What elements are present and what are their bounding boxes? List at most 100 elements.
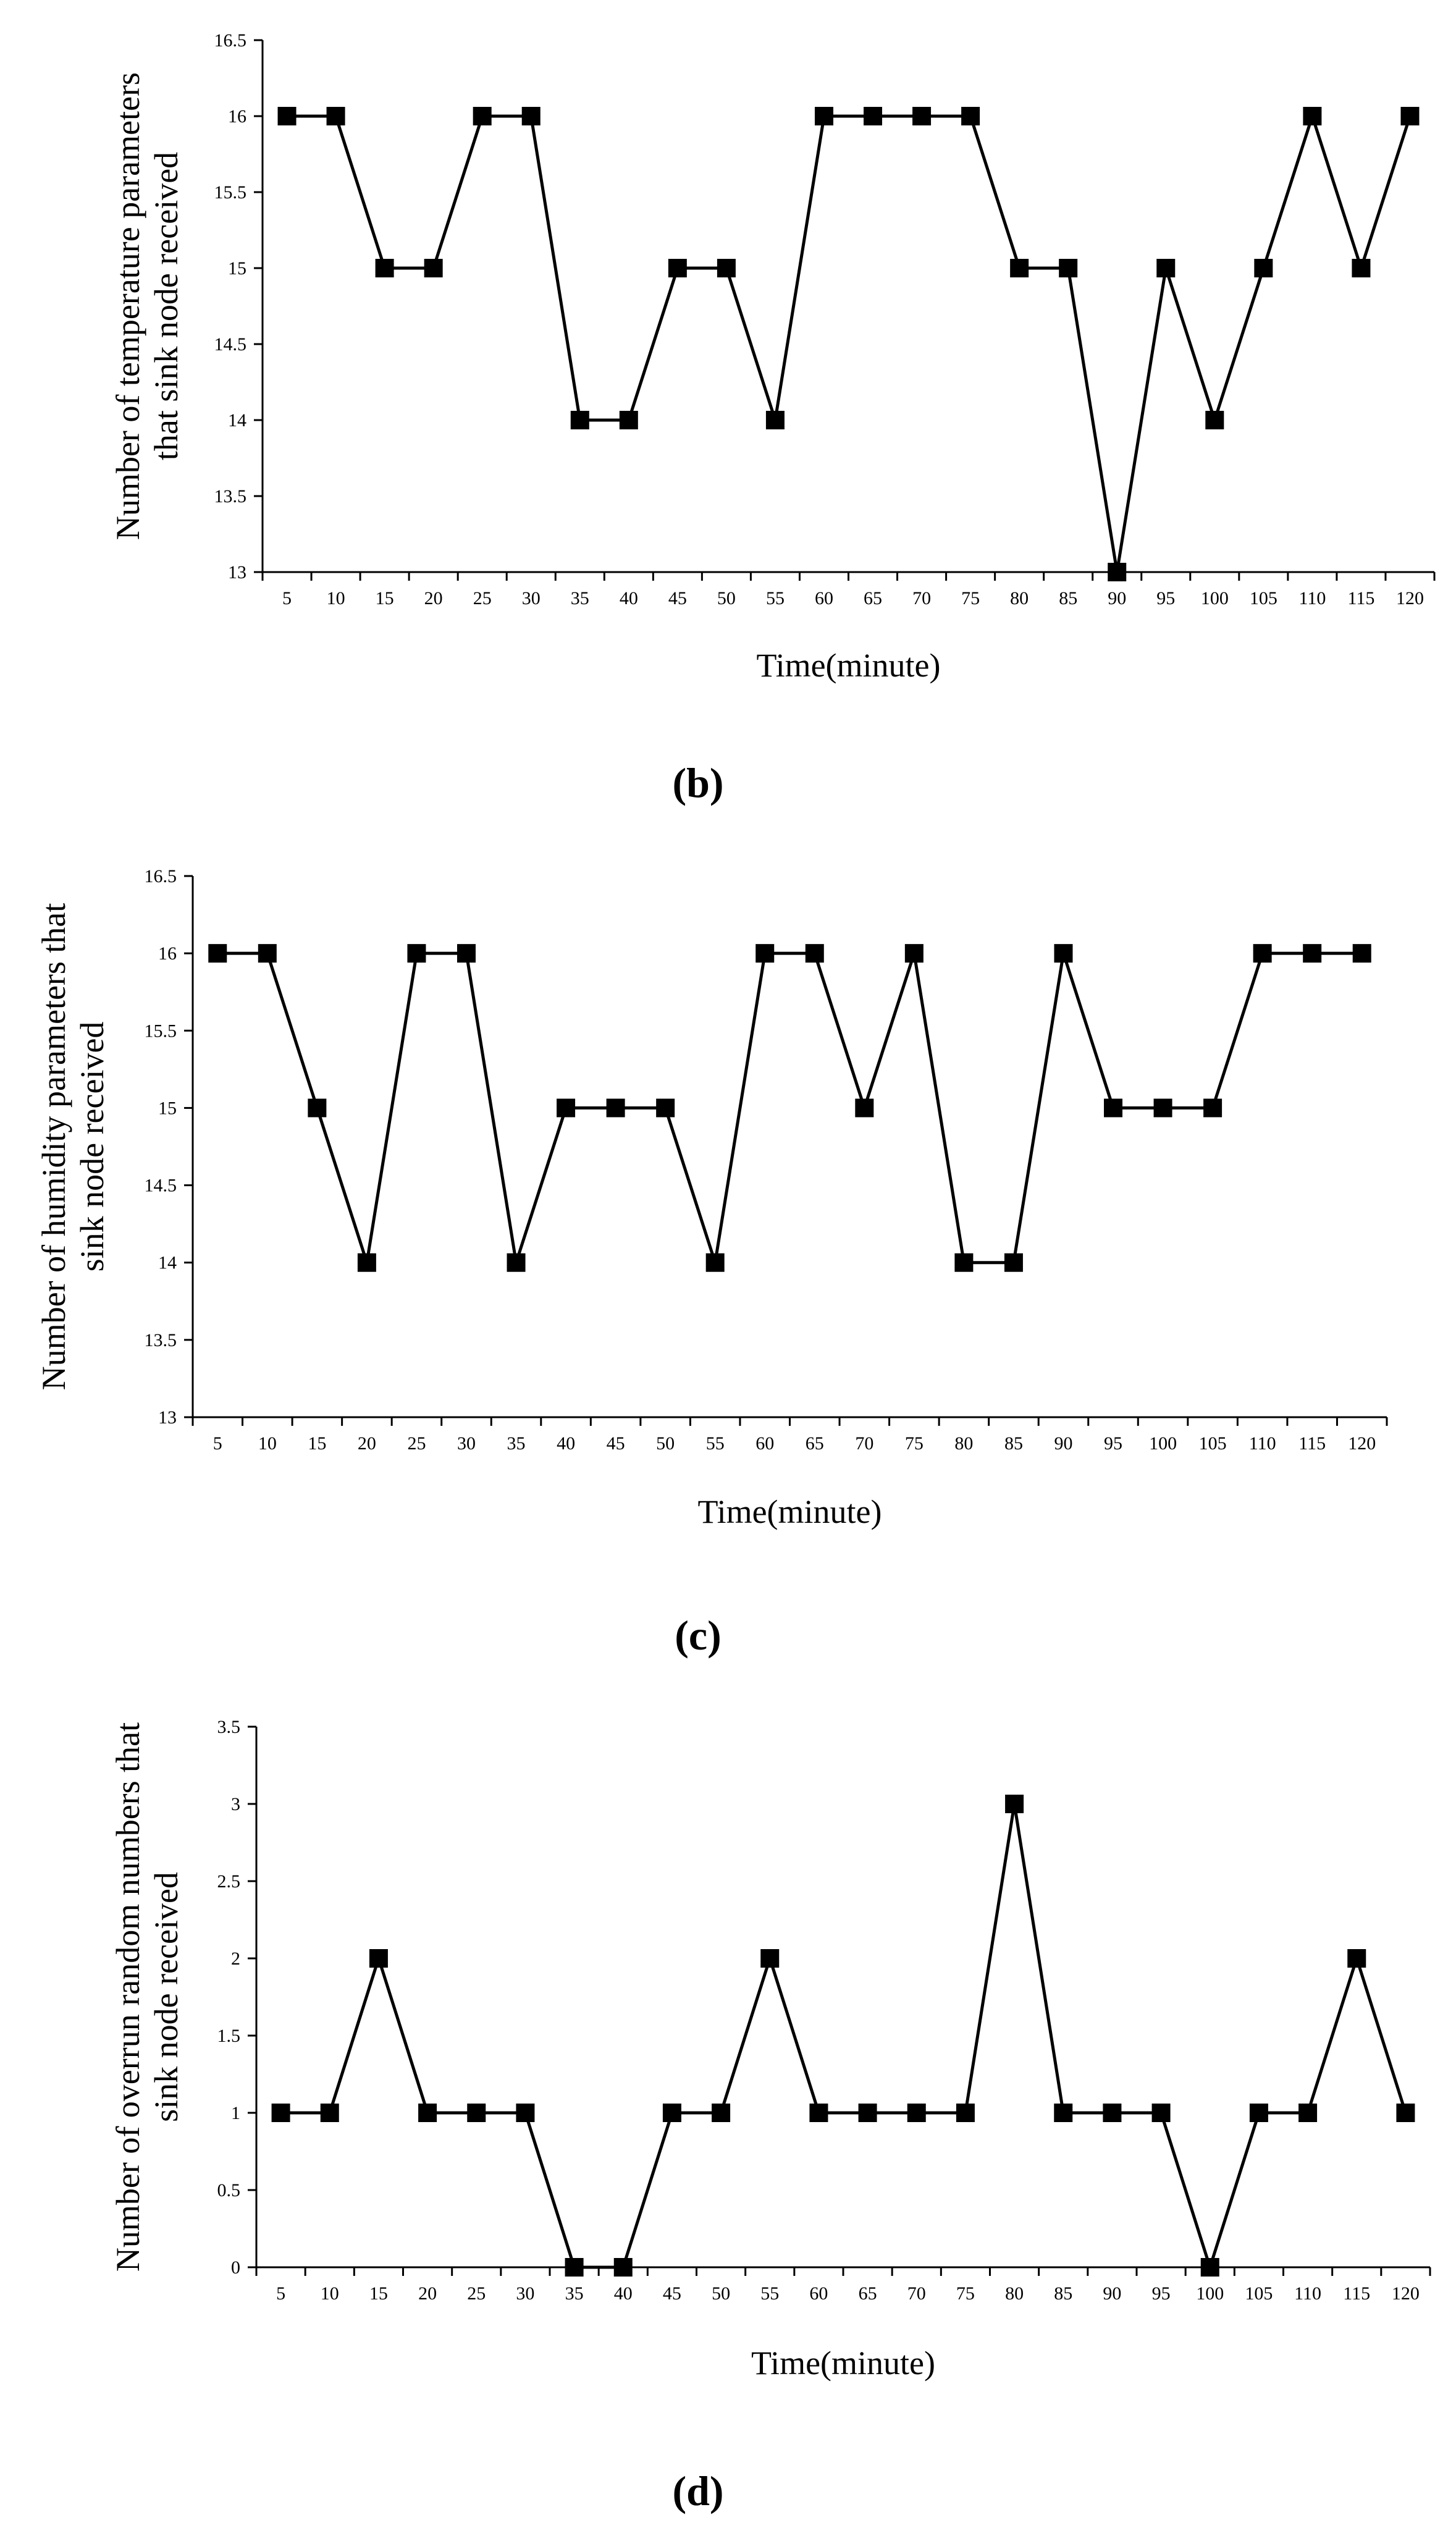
data-point [1396,2104,1415,2122]
x-tick-label: 40 [557,1433,575,1454]
x-tick-label: 90 [1108,588,1126,609]
x-tick-label: 10 [321,2283,339,2304]
x-tick-label: 10 [327,588,345,609]
y-tick-label: 2 [231,1948,240,1969]
data-point [956,2104,975,2122]
data-point [326,107,345,125]
data-point [1153,1098,1172,1118]
y-tick-label: 13.5 [145,1330,177,1350]
data-point [565,2258,584,2277]
data-point [606,1098,625,1118]
x-tick-label: 115 [1347,588,1374,609]
series-line [217,951,1362,1265]
data-point [1249,2104,1268,2122]
y-axis-title-line: sink node received [148,1872,185,2122]
x-tick-label: 90 [1054,1433,1072,1454]
data-point [1203,1098,1222,1118]
data-point [357,1253,376,1272]
data-point [418,2104,437,2122]
data-point [705,1253,725,1272]
x-tick-label: 65 [864,588,882,609]
x-tick-label: 45 [663,2283,681,2304]
x-tick-label: 25 [467,2283,486,2304]
data-point [1103,2104,1122,2122]
data-point [656,1098,675,1118]
x-tick-label: 40 [614,2283,633,2304]
data-point [1347,1949,1366,1968]
data-point [1108,563,1127,581]
data-point [912,107,932,125]
data-point [271,2104,290,2122]
data-point [1303,944,1322,963]
y-tick-label: 1 [231,2103,240,2123]
y-tick-label: 16.5 [145,866,177,887]
x-tick-label: 35 [565,2283,584,2304]
x-tick-label: 15 [369,2283,388,2304]
data-point [375,259,394,277]
y-tick-label: 14.5 [145,1176,177,1196]
x-tick-label: 60 [815,588,833,609]
data-point [1059,259,1078,277]
data-point [1400,107,1420,125]
x-tick-label: 5 [282,588,292,609]
x-tick-label: 15 [376,588,394,609]
y-tick-label: 13 [158,1407,177,1428]
x-tick-label: 20 [424,588,443,609]
y-tick-label: 3 [231,1794,240,1814]
x-axis-title: Time(minute) [751,2344,935,2382]
x-axis-title: Time(minute) [756,647,940,684]
panel-label: (c) [675,1612,721,1659]
data-point [814,107,833,125]
data-point [1205,411,1224,429]
y-tick-label: 15.5 [214,182,247,203]
y-axis-title-line: sink node received [74,1022,111,1272]
data-point [570,411,589,429]
x-tick-label: 20 [418,2283,437,2304]
x-tick-label: 80 [1005,2283,1024,2304]
y-tick-label: 15 [228,258,246,279]
data-point [557,1098,576,1118]
x-tick-label: 50 [712,2283,730,2304]
y-tick-label: 16 [158,943,177,964]
data-point [619,411,638,429]
x-tick-label: 85 [1059,588,1077,609]
x-tick-label: 90 [1103,2283,1121,2304]
series-line [287,111,1412,573]
data-point [1200,2258,1219,2277]
y-axis-title-line: that sink node received [148,152,185,460]
y-axis-title-line: Number of temperature parameters [109,72,146,540]
x-tick-label: 95 [1156,588,1175,609]
x-tick-label: 30 [516,2283,534,2304]
y-axis-title: Number of humidity parameters thatsink n… [35,903,111,1391]
y-tick-label: 3.5 [217,1717,241,1737]
y-tick-label: 14 [158,1253,177,1273]
x-tick-label: 80 [954,1433,973,1454]
x-tick-label: 50 [717,588,736,609]
data-point [961,107,980,125]
data-point [717,259,736,277]
data-point [662,2104,681,2122]
panel-label: (d) [672,2467,723,2514]
y-axis-title-line: Number of humidity parameters that [35,903,72,1391]
data-point [668,259,687,277]
data-point [1303,107,1322,125]
data-point [1298,2104,1318,2122]
data-point [473,107,492,125]
x-tick-label: 115 [1298,1433,1326,1454]
x-tick-label: 120 [1396,588,1424,609]
x-tick-label: 100 [1196,2283,1224,2304]
y-tick-label: 13 [228,562,246,583]
y-tick-label: 14 [228,410,246,431]
x-tick-label: 70 [912,588,931,609]
x-tick-label: 100 [1149,1433,1177,1454]
x-tick-label: 105 [1250,588,1277,609]
data-point [1352,259,1371,277]
data-point [809,2104,828,2122]
x-tick-label: 15 [308,1433,326,1454]
x-tick-label: 20 [358,1433,376,1454]
y-tick-label: 0.5 [217,2180,241,2201]
data-point [1054,2104,1073,2122]
y-tick-label: 1.5 [217,2026,241,2046]
chart-panel-0: 13 13.5 14 14.5 15 15.5 16 16.5 5 10 15 20 25 30 35 40 4… [109,30,1436,806]
x-tick-label: 105 [1245,2283,1273,2304]
